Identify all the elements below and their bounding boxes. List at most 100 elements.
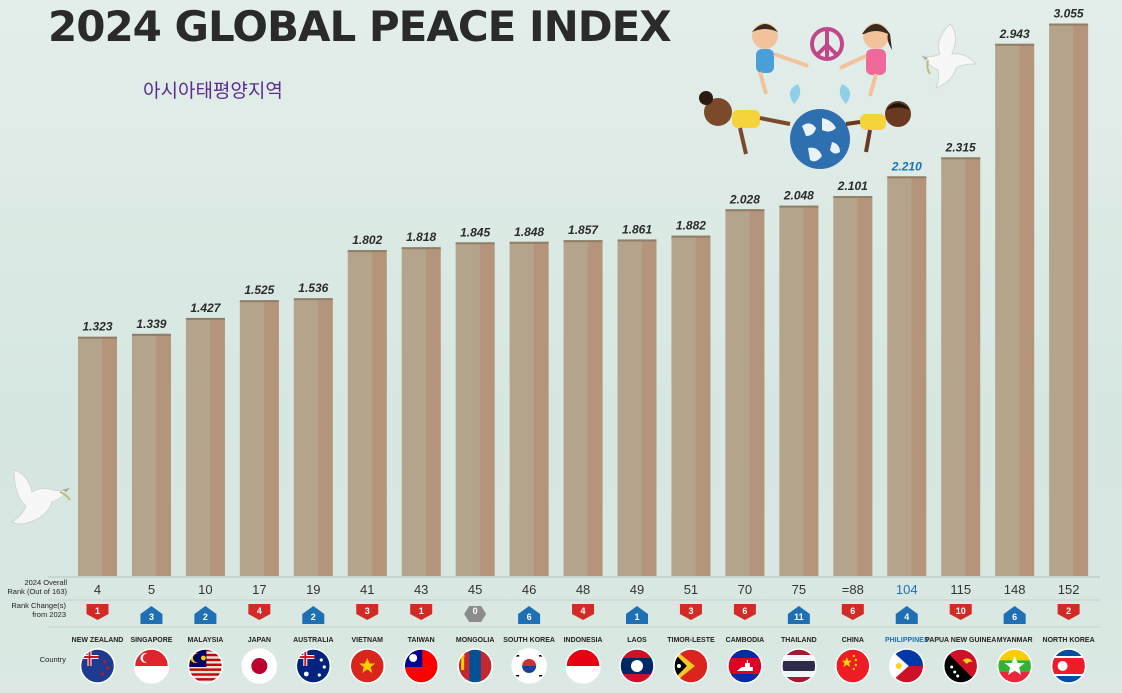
rank-label: 41 (360, 582, 374, 597)
rank-change-value: 6 (850, 606, 855, 616)
arrow-up-icon (895, 606, 918, 624)
arrow-down-icon (248, 604, 271, 620)
country-name: MONGOLIA (456, 637, 495, 644)
flag-singapore (133, 648, 170, 684)
rank-label: 115 (950, 582, 971, 597)
rank-change-value: 4 (904, 612, 909, 622)
flag-icon (673, 649, 708, 683)
value-label: 1.427 (190, 301, 221, 315)
rank-change-value: 4 (257, 606, 262, 616)
value-label: 2.028 (729, 192, 760, 206)
value-label: 2.315 (945, 140, 976, 154)
rank-change-value: 3 (365, 606, 370, 616)
rank-change-badge: 3 (356, 604, 379, 620)
bar-cap (401, 247, 441, 250)
child-figure-4 (845, 101, 911, 153)
country-name: TAIWAN (408, 637, 435, 644)
country-name: MYANMAR (997, 637, 1033, 644)
rank-change-value: 10 (956, 606, 966, 616)
page-subtitle: 아시아태평양지역 (143, 80, 283, 102)
country-name: CAMBODIA (726, 637, 765, 644)
bar-shade (749, 209, 765, 577)
rank-change-badge: 2 (194, 606, 217, 624)
flag-icon (458, 649, 493, 683)
flag-new-zealand (79, 648, 116, 684)
rank-label: 43 (414, 582, 428, 597)
rank-change-value: 2 (311, 612, 316, 622)
bar-cambodia (725, 209, 765, 577)
country-name: LAOS (627, 637, 647, 644)
value-label: 1.525 (244, 283, 274, 297)
arrow-up-icon (626, 606, 648, 624)
rank-change-badge: 3 (679, 604, 702, 620)
child-figure-1 (752, 23, 809, 95)
rank-change-badge: 0 (464, 606, 487, 622)
flag-icon (188, 649, 223, 681)
flag-icon (296, 649, 331, 683)
arrow-down-icon (1057, 604, 1080, 620)
rank-label: 75 (792, 582, 806, 597)
row-label-change-line1: Rank Change(s) (11, 601, 66, 610)
bar-cap (293, 298, 333, 301)
bar-shade (911, 176, 927, 576)
bar-shade (1073, 23, 1089, 576)
rank-label: =88 (842, 582, 864, 597)
rank-label: 46 (522, 582, 536, 597)
rank-label: 48 (576, 582, 590, 597)
value-label: 1.845 (460, 225, 490, 239)
flag-south-korea (511, 648, 547, 684)
flag-china (835, 648, 871, 684)
rank-change-value: 6 (527, 612, 532, 622)
bar-singapore (131, 333, 171, 576)
rank-label: 4 (94, 582, 101, 597)
bar-shade (264, 300, 279, 576)
rank-change-badge: 3 (140, 606, 163, 624)
rank-label: 51 (684, 582, 698, 597)
value-label: 1.848 (514, 225, 544, 239)
dove-icon (920, 23, 978, 89)
rank-change-value: 6 (1012, 612, 1017, 622)
rank-change-badge: 4 (572, 604, 595, 620)
bar-malaysia (185, 317, 225, 576)
arrow-down-icon (86, 604, 109, 620)
value-label: 1.536 (298, 281, 328, 295)
bar-shade (533, 241, 549, 576)
child-figure-3 (699, 91, 791, 155)
flag-malaysia (187, 648, 224, 684)
bars: 1.323 1.339 1.427 1.525 1.536 1.802 1.818 1.845… (78, 7, 1089, 577)
bar-thailand (779, 205, 819, 576)
neutral-icon (464, 606, 487, 622)
bar-shade (210, 317, 225, 576)
country-name: THAILAND (781, 637, 817, 644)
bar-japan (239, 300, 279, 576)
rank-change-value: 1 (95, 606, 100, 616)
bar-south-korea (509, 241, 549, 576)
rank-change-badge: 6 (518, 606, 541, 624)
value-label: 2.943 (999, 27, 1030, 41)
rank-label: 152 (1058, 582, 1080, 597)
bar-cap (131, 333, 171, 336)
country-name: SINGAPORE (130, 637, 172, 644)
bar-cap (455, 242, 495, 245)
arrow-up-icon (1003, 606, 1026, 624)
value-label: 1.339 (136, 317, 166, 331)
country-name: CHINA (842, 637, 864, 644)
bar-shade (425, 247, 441, 576)
bar-new-zealand (78, 336, 117, 576)
flag-laos (619, 648, 655, 684)
bar-cap (941, 157, 981, 160)
bar-laos (617, 239, 657, 576)
data-table: 2024 Overall Rank (Out of 163) Rank Chan… (7, 576, 1100, 684)
children-globe-illustration (699, 23, 911, 169)
arrow-down-icon (679, 604, 702, 620)
bar-philippines (887, 176, 927, 576)
bar-cap (509, 241, 549, 244)
flag-icon (512, 649, 547, 683)
country-name: NORTH KOREA (1043, 637, 1095, 644)
arrow-down-icon (733, 604, 756, 620)
bar-shade (803, 205, 819, 576)
rank-change-value: 4 (581, 606, 586, 616)
bar-shade (641, 239, 657, 576)
bar-australia (293, 298, 333, 576)
rank-label: 19 (306, 582, 320, 597)
